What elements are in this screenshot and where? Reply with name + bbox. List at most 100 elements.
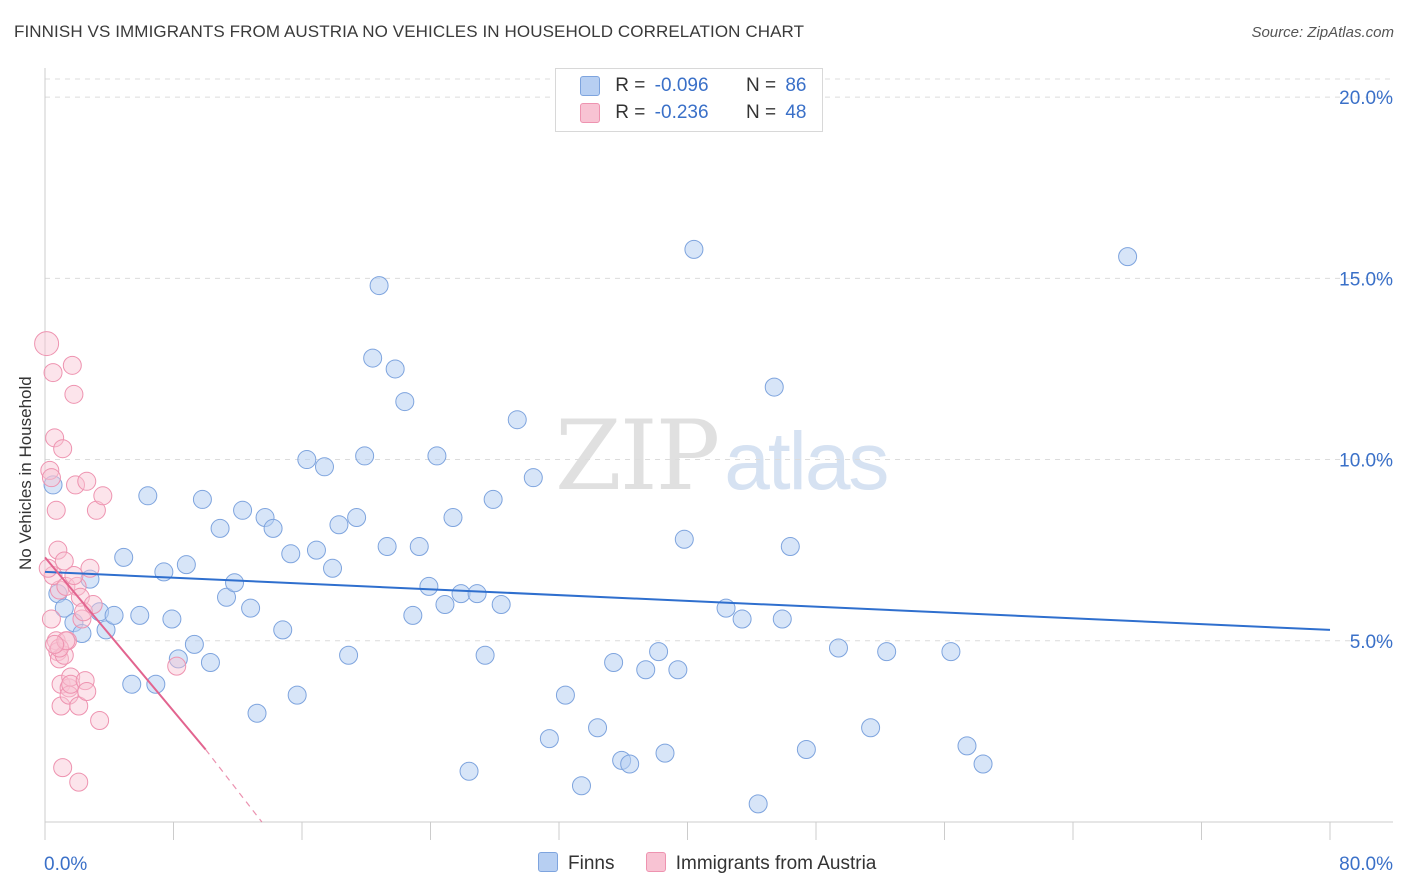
finns-point — [604, 653, 624, 673]
finns-point — [668, 660, 688, 680]
finns-point — [241, 598, 261, 618]
legend-n-label: N = — [745, 102, 777, 123]
finns-point — [130, 605, 150, 625]
finns-point — [323, 558, 343, 578]
austria-point — [40, 460, 60, 480]
austria-point — [77, 471, 97, 491]
finns-point — [491, 595, 511, 615]
austria-point — [72, 609, 92, 629]
austria-point — [90, 711, 110, 731]
legend-r-label: R = — [615, 102, 646, 123]
legend-row-finns: R = -0.096 N = 86 — [580, 75, 806, 99]
finns-point — [459, 761, 479, 781]
finns-point — [588, 718, 608, 738]
austria-point — [53, 758, 73, 778]
finns-point — [395, 392, 415, 412]
legend: R = -0.096 N = 86 R = -0.236 N = 48 — [555, 68, 823, 132]
austria-point — [86, 500, 106, 520]
finns-point — [403, 605, 423, 625]
finns-point — [483, 489, 503, 509]
finns-point — [655, 743, 675, 763]
austria-point — [54, 551, 74, 571]
finns-point — [861, 718, 881, 738]
finns-point — [523, 468, 543, 488]
finns-point — [297, 450, 317, 470]
finns-point — [435, 595, 455, 615]
finns-point — [1118, 247, 1138, 267]
austria-point — [64, 384, 84, 404]
legend-swatch-austria — [580, 102, 600, 123]
finns-point — [43, 475, 63, 495]
finns-point — [539, 729, 559, 749]
austria-point — [45, 634, 65, 654]
finns-point — [225, 573, 245, 593]
y-tick-label: 10.0% — [1339, 451, 1393, 472]
finns-point — [200, 653, 220, 673]
finns-point — [649, 642, 669, 662]
austria-point — [56, 631, 76, 651]
finns-point — [329, 515, 349, 535]
finns-point — [475, 645, 495, 665]
bottom-legend: Finns Immigrants from Austria — [538, 852, 902, 875]
legend-r-label: R = — [615, 75, 646, 96]
austria-point — [61, 667, 81, 687]
finns-point — [263, 518, 283, 538]
finns-point — [780, 537, 800, 557]
austria-point — [69, 772, 89, 792]
finns-point — [555, 685, 575, 705]
finns-point — [684, 239, 704, 259]
finns-point — [363, 348, 383, 368]
finns-point — [306, 540, 326, 560]
finns-point — [772, 609, 792, 629]
legend-swatch-finns — [580, 75, 600, 96]
finns-point — [427, 446, 447, 466]
finns-point — [957, 736, 977, 756]
source-credit: Source: ZipAtlas.com — [1251, 24, 1394, 41]
legend-n-value: 86 — [785, 75, 807, 96]
finns-point — [451, 584, 471, 604]
y-tick-label: 15.0% — [1339, 269, 1393, 290]
finns-point — [467, 584, 487, 604]
finns-point — [748, 794, 768, 814]
austria-trend-extension — [205, 749, 263, 823]
finns-point — [355, 446, 375, 466]
watermark: ZIPatlas — [555, 400, 889, 512]
watermark-zip: ZIP — [555, 400, 720, 512]
finns-point — [339, 645, 359, 665]
finns-trend-line — [44, 570, 1331, 631]
legend-n-value: 48 — [785, 102, 807, 123]
chart-title: FINNISH VS IMMIGRANTS FROM AUSTRIA NO VE… — [14, 22, 805, 41]
finns-point — [138, 486, 158, 506]
finns-point — [114, 547, 134, 567]
bottom-legend-label-finns: Finns — [568, 853, 615, 874]
finns-point — [314, 457, 334, 477]
finns-point — [620, 754, 640, 774]
austria-point — [93, 486, 113, 506]
austria-point — [62, 355, 82, 375]
austria-point — [83, 595, 103, 615]
finns-point — [233, 500, 253, 520]
austria-point — [41, 468, 61, 488]
austria-point — [167, 656, 187, 676]
y-axis-label: No Vehicles in Household — [16, 376, 35, 570]
austria-point — [77, 682, 97, 702]
austria-point — [43, 363, 63, 383]
austria-point — [48, 540, 68, 560]
x-tick-label: 0.0% — [44, 854, 87, 875]
bottom-legend-swatch-austria — [645, 852, 666, 872]
y-tick-label: 5.0% — [1350, 632, 1393, 653]
bottom-legend-swatch-finns — [538, 852, 558, 872]
finns-point — [176, 555, 196, 575]
finns-point — [247, 703, 267, 723]
finns-point — [377, 537, 397, 557]
austria-point — [61, 674, 81, 694]
finns-point — [385, 359, 405, 379]
bottom-legend-finns: Finns — [538, 852, 614, 875]
austria-trend-line — [44, 556, 207, 751]
legend-n-label: N = — [745, 75, 777, 96]
finns-point — [571, 776, 591, 796]
austria-point — [53, 439, 73, 459]
finns-point — [122, 674, 142, 694]
finns-point — [192, 489, 212, 509]
